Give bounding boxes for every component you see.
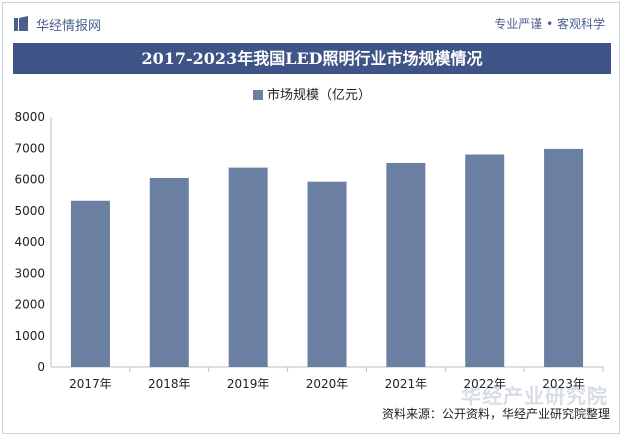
brand-name: 华经情报网: [36, 19, 102, 34]
y-tick-label: 6000: [14, 173, 45, 187]
bar: [465, 154, 505, 367]
x-tick-label: 2017年: [69, 377, 112, 391]
tagline: 专业严谨 • 客观科学: [494, 17, 605, 31]
bar: [70, 200, 110, 367]
y-tick-label: 7000: [14, 141, 45, 155]
y-tick-label: 2000: [14, 298, 45, 312]
bar: [228, 167, 268, 367]
y-tick-label: 5000: [14, 204, 45, 218]
bar: [386, 162, 426, 367]
logo-icon: [14, 16, 28, 31]
x-tick-label: 2023年: [542, 377, 585, 391]
x-tick-label: 2020年: [306, 377, 349, 391]
chart-title: 2017-2023年我国LED照明行业市场规模情况: [13, 43, 611, 74]
x-tick-label: 2022年: [463, 377, 506, 391]
header: 华经情报网 专业严谨 • 客观科学: [3, 3, 619, 43]
y-tick-label: 8000: [14, 110, 45, 124]
x-tick-label: 2021年: [385, 377, 428, 391]
legend-swatch: [252, 90, 263, 100]
source-note: 资料来源：公开资料，华经产业研究院整理: [381, 407, 610, 421]
y-tick-label: 3000: [14, 266, 45, 280]
bar: [544, 148, 584, 367]
bar: [307, 181, 347, 367]
y-tick-label: 0: [37, 360, 45, 374]
y-tick-label: 1000: [14, 329, 45, 343]
watermark: 华经产业研究院: [461, 384, 608, 408]
x-tick-label: 2019年: [227, 377, 270, 391]
legend: 市场规模（亿元）: [0, 84, 624, 103]
bar: [149, 177, 189, 367]
x-tick-label: 2018年: [148, 377, 191, 391]
y-tick-label: 4000: [14, 235, 45, 249]
legend-label: 市场规模（亿元）: [266, 88, 371, 103]
